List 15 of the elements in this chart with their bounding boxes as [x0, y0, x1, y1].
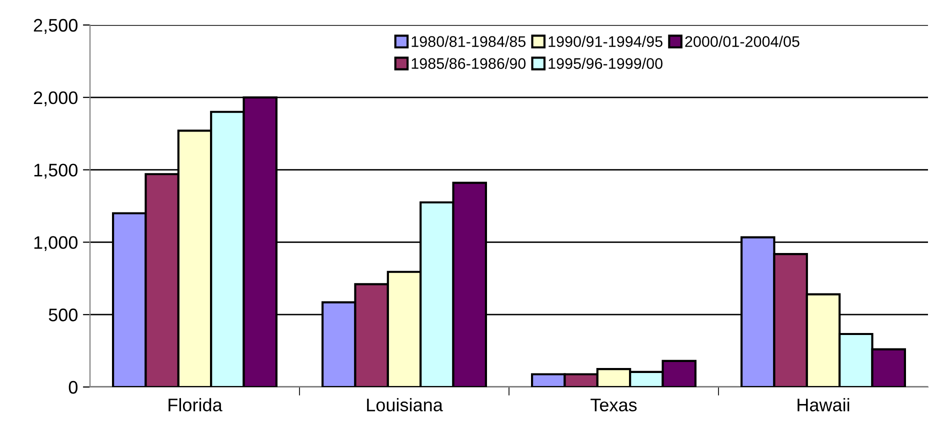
y-tick-label: 0	[68, 380, 78, 394]
legend-label: 1990/91-1994/95	[548, 36, 662, 47]
y-tick-label: 2,000	[34, 91, 78, 106]
x-tick-label: Texas	[590, 398, 637, 412]
legend-label: 1995/96-1999/00	[548, 58, 662, 69]
legend-label: 1980/81-1984/85	[412, 36, 526, 47]
x-tick-label: Florida	[168, 398, 222, 412]
legend-label: 2000/01-2004/05	[685, 36, 800, 47]
x-tick-label: Louisiana	[367, 398, 443, 412]
legend-label: 1985/86-1986/90	[412, 58, 526, 69]
y-tick-label: 1,000	[34, 236, 78, 252]
y-tick-label: 500	[48, 308, 78, 322]
x-tick-label: Hawaii	[798, 398, 850, 412]
y-tick-label: 1,500	[34, 164, 78, 179]
y-tick-label: 2,500	[34, 18, 78, 34]
